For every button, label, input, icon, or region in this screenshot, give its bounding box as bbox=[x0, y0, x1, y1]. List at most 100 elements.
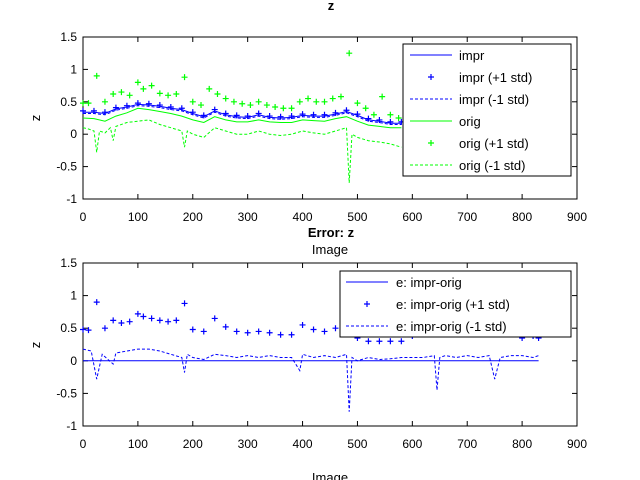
data-point bbox=[206, 85, 213, 92]
data-point bbox=[90, 107, 97, 114]
data-point bbox=[80, 326, 86, 333]
data-point bbox=[93, 299, 100, 306]
legend-label: impr (+1 std) bbox=[459, 70, 532, 85]
data-point bbox=[272, 103, 279, 110]
data-point bbox=[266, 329, 273, 336]
x-tick-label: 100 bbox=[128, 210, 148, 224]
chart-title: Error: z bbox=[308, 225, 355, 240]
x-tick-label: 200 bbox=[183, 210, 203, 224]
data-point bbox=[200, 328, 207, 335]
y-tick-label: 1 bbox=[70, 289, 77, 303]
x-tick-label: 600 bbox=[402, 437, 422, 451]
data-point bbox=[189, 326, 196, 333]
data-point bbox=[93, 72, 100, 79]
data-point bbox=[277, 331, 284, 338]
data-point bbox=[189, 98, 196, 105]
data-point bbox=[321, 111, 328, 118]
series-orig-1-std bbox=[80, 50, 402, 121]
x-tick-label: 800 bbox=[512, 437, 532, 451]
x-tick-label: 800 bbox=[512, 210, 532, 224]
data-point bbox=[101, 98, 108, 105]
data-point bbox=[337, 93, 344, 100]
y-tick-label: 1.5 bbox=[60, 256, 77, 270]
legend-entries: e: impr-orig e: impr-orig (+1 std) e: impr… bbox=[346, 275, 510, 334]
data-point bbox=[244, 329, 251, 336]
x-tick-label: 300 bbox=[238, 437, 258, 451]
data-point bbox=[178, 105, 185, 112]
y-tick-label: 0.5 bbox=[60, 321, 77, 335]
data-point bbox=[200, 112, 207, 119]
data-point bbox=[80, 100, 86, 107]
data-point bbox=[321, 98, 328, 105]
legend-label: impr bbox=[459, 48, 485, 63]
data-point bbox=[313, 98, 320, 105]
data-point bbox=[156, 90, 163, 97]
data-point bbox=[134, 310, 141, 317]
legend-entries: impr impr (+1 std) impr (-1 std) orig orig (… bbox=[410, 48, 532, 173]
data-point bbox=[395, 115, 402, 121]
legend-label: impr (-1 std) bbox=[459, 92, 529, 107]
legend-marker bbox=[428, 140, 434, 146]
x-tick-label: 500 bbox=[347, 437, 367, 451]
data-point bbox=[80, 107, 86, 114]
data-point bbox=[332, 325, 339, 332]
data-point bbox=[362, 105, 369, 112]
x-tick-label: 0 bbox=[80, 210, 87, 224]
y-tick-label: -1 bbox=[66, 192, 77, 206]
data-point bbox=[214, 91, 221, 98]
data-point bbox=[305, 95, 312, 102]
data-point bbox=[280, 105, 287, 112]
data-point bbox=[387, 111, 394, 118]
data-point bbox=[140, 85, 147, 92]
data-point bbox=[173, 91, 180, 98]
data-point bbox=[288, 105, 295, 112]
y-axis-label: z bbox=[28, 115, 43, 122]
data-point bbox=[118, 319, 125, 326]
y-tick-label: -0.5 bbox=[56, 386, 77, 400]
data-point bbox=[148, 82, 155, 89]
x-axis-label: Image bbox=[312, 470, 348, 480]
legend-marker bbox=[428, 74, 434, 80]
x-tick-label: 0 bbox=[80, 437, 87, 451]
data-point bbox=[255, 98, 262, 105]
axis-ticks: 0 100 200 300 400 500 600 700 800 900 -1 -0.5 0 0.5 1 1… bbox=[56, 30, 587, 224]
y-tick-label: 1 bbox=[70, 62, 77, 76]
data-point bbox=[266, 113, 273, 120]
data-point bbox=[239, 100, 246, 107]
series-impr-1-std bbox=[80, 100, 405, 125]
y-tick-label: 0 bbox=[70, 354, 77, 368]
data-point bbox=[379, 93, 386, 100]
data-point bbox=[165, 318, 172, 325]
data-point bbox=[118, 89, 125, 96]
data-point bbox=[329, 95, 336, 102]
x-tick-label: 100 bbox=[128, 437, 148, 451]
data-point bbox=[354, 111, 361, 118]
data-point bbox=[123, 102, 130, 109]
y-axis-label: z bbox=[28, 342, 43, 349]
data-point bbox=[211, 106, 218, 113]
x-tick-label: 600 bbox=[402, 210, 422, 224]
data-point bbox=[126, 92, 133, 99]
data-point bbox=[365, 115, 372, 122]
data-point bbox=[181, 74, 188, 81]
data-point bbox=[277, 113, 284, 120]
data-point bbox=[376, 116, 383, 123]
series-orig-1-std-line bbox=[82, 119, 402, 183]
data-point bbox=[310, 326, 317, 333]
data-point bbox=[222, 323, 229, 330]
data-point bbox=[299, 111, 306, 118]
data-point bbox=[110, 91, 117, 98]
data-point bbox=[145, 100, 152, 107]
legend-label: orig (-1 std) bbox=[459, 158, 525, 173]
x-tick-label: 900 bbox=[567, 437, 587, 451]
data-point bbox=[134, 79, 141, 86]
legend: impr impr (+1 std) impr (-1 std) orig orig (… bbox=[402, 43, 572, 177]
legend-label: orig (+1 std) bbox=[459, 136, 529, 151]
series-orig-line bbox=[82, 107, 402, 129]
data-series bbox=[80, 50, 405, 183]
data-point bbox=[346, 50, 353, 57]
data-point bbox=[101, 109, 108, 116]
plot-z: z Image z 0 100 200 300 400 500 600 700 800 900 -1… bbox=[28, 0, 587, 257]
data-point bbox=[230, 98, 237, 105]
data-point bbox=[310, 111, 317, 118]
